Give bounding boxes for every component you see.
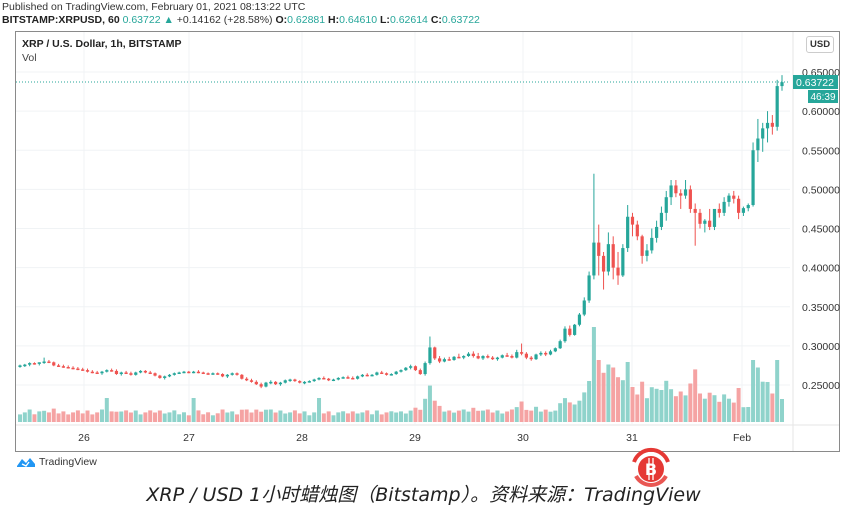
published-line: Published on TradingView.com, February 0… bbox=[2, 1, 306, 13]
change-arrow-icon: ▲ bbox=[163, 14, 174, 26]
figure-caption: XRP / USD 1小时蜡烛图（Bitstamp）。资料来源：TradingV… bbox=[146, 484, 701, 506]
time-axis-label: 30 bbox=[517, 432, 529, 444]
tradingview-logo: TradingView bbox=[16, 456, 97, 468]
time-axis-label: 29 bbox=[409, 432, 421, 444]
bitcoin-watermark-icon: B bbox=[632, 447, 670, 487]
open-value: 0.62881 bbox=[287, 14, 326, 26]
high-value: 0.64610 bbox=[339, 14, 378, 26]
low-value: 0.62614 bbox=[389, 14, 428, 26]
open-label: O: bbox=[275, 14, 288, 26]
close-label: C: bbox=[430, 14, 442, 26]
time-axis-label: 27 bbox=[183, 432, 195, 444]
low-label: L: bbox=[380, 14, 390, 26]
close-value: 0.63722 bbox=[441, 14, 480, 26]
change-value: +0.14162 (+28.58%) bbox=[176, 14, 273, 26]
svg-text:46:39: 46:39 bbox=[810, 92, 835, 103]
price-axis-label: 0.45000 bbox=[802, 224, 840, 236]
time-axis-label: 26 bbox=[78, 432, 90, 444]
tradingview-logo-text: TradingView bbox=[39, 456, 97, 468]
price-axis-label: 0.55000 bbox=[802, 145, 840, 157]
currency-button[interactable]: USD bbox=[806, 36, 835, 53]
ticker-line: BITSTAMP:XRPUSD, 60 0.63722 ▲ +0.14162 (… bbox=[2, 14, 480, 26]
time-axis-label: 31 bbox=[626, 432, 638, 444]
countdown-tag bbox=[808, 90, 838, 104]
time-axis-label: Feb bbox=[733, 432, 751, 444]
price-axis-label: 0.50000 bbox=[802, 184, 840, 196]
price-axis-label: 0.40000 bbox=[802, 263, 840, 275]
chart-frame bbox=[15, 31, 840, 452]
price-axis-label: 0.25000 bbox=[802, 380, 840, 392]
volume-label: Vol bbox=[22, 52, 37, 64]
price-axis-label: 0.30000 bbox=[802, 341, 840, 353]
last-price: 0.63722 bbox=[122, 14, 161, 26]
svg-text:B: B bbox=[645, 460, 657, 479]
tradingview-logo-icon bbox=[17, 458, 35, 467]
pane-title: XRP / U.S. Dollar, 1h, BITSTAMP bbox=[22, 38, 182, 50]
time-axis-label: 28 bbox=[296, 432, 308, 444]
price-axis-label: 0.60000 bbox=[802, 106, 840, 118]
price-axis-label: 0.35000 bbox=[802, 302, 840, 314]
svg-text:0.63722: 0.63722 bbox=[796, 77, 834, 89]
symbol-label: BITSTAMP:XRPUSD, 60 bbox=[2, 14, 120, 26]
last-price-tag bbox=[793, 75, 838, 90]
high-label: H: bbox=[328, 14, 340, 26]
